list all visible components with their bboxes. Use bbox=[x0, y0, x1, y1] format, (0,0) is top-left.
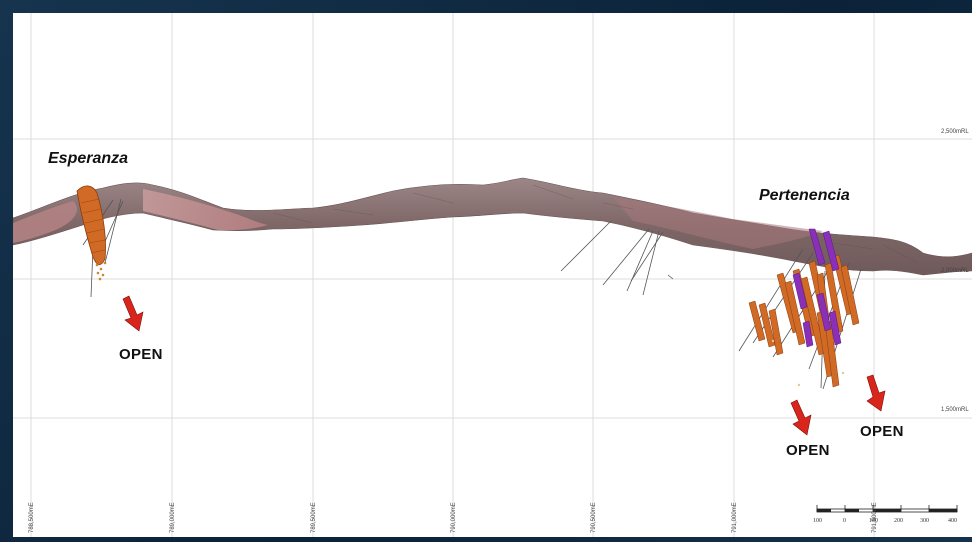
scale-tick-label: 100 bbox=[869, 518, 878, 524]
easting-label-788500: 788,500mE bbox=[29, 502, 35, 533]
scale-tick-label: 300 bbox=[920, 518, 929, 524]
esperanza-mineralisation bbox=[76, 185, 107, 281]
terrain-texture bbox=[272, 184, 919, 264]
open-label-esperanza: OPEN bbox=[119, 346, 163, 363]
scale-bar bbox=[816, 505, 958, 513]
easting-label-790500: 790,500mE bbox=[591, 502, 597, 533]
cross-section-panel: Esperanza Pertenencia OPEN OPEN OPEN 2,5… bbox=[13, 13, 972, 537]
open-arrow-pertenencia-1 bbox=[790, 399, 812, 436]
easting-label-789000: 789,000mE bbox=[170, 502, 176, 533]
open-label-pertenencia-2: OPEN bbox=[860, 423, 904, 440]
easting-label-789500: 789,500mE bbox=[311, 502, 317, 533]
open-label-pertenencia-1: OPEN bbox=[786, 442, 830, 459]
scale-tick-label: 0 bbox=[843, 518, 846, 524]
open-arrow-esperanza bbox=[122, 295, 144, 332]
terrain-patch-east bbox=[613, 197, 823, 249]
scale-tick-label: 200 bbox=[894, 518, 903, 524]
label-pertenencia: Pertenencia bbox=[759, 187, 850, 204]
easting-label-791000: 791,000mE bbox=[732, 502, 738, 533]
rl-label-2500: 2,500mRL bbox=[941, 129, 969, 135]
rl-grid-lines bbox=[13, 138, 972, 419]
terrain-patch-edge bbox=[13, 201, 77, 243]
scale-tick-label: 100 bbox=[813, 518, 822, 524]
open-arrow-pertenencia-2 bbox=[866, 374, 886, 412]
pertenencia-mineralisation bbox=[748, 228, 860, 388]
rl-label-2000: 2,000mRL bbox=[941, 268, 969, 274]
terrain-patch-west bbox=[143, 189, 268, 231]
scale-tick-label: 400 bbox=[948, 518, 957, 524]
cross-section-drawing bbox=[13, 13, 972, 537]
rl-label-1500: 1,500mRL bbox=[941, 407, 969, 413]
label-esperanza: Esperanza bbox=[48, 150, 129, 167]
easting-grid-lines bbox=[30, 13, 875, 537]
easting-label-790000: 790,000mE bbox=[451, 502, 457, 533]
central-drillholes bbox=[560, 220, 674, 296]
